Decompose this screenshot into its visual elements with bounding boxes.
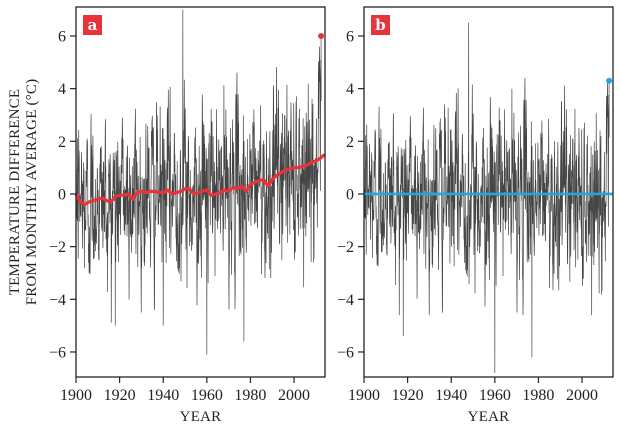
y-tick-label: 4 [346, 81, 354, 98]
y-tick-label: 2 [58, 134, 66, 151]
panel-a-frame [75, 6, 326, 378]
y-tick-label: −2 [49, 239, 66, 256]
panel-b: −6 −4 −2 0 2 4 6 1900 1920 1940 1960 1980 2000 b YE… [337, 6, 614, 425]
x-tick-label: 1960 [191, 387, 223, 404]
y-tick-label: −4 [337, 292, 354, 309]
x-tick-label: 1980 [522, 387, 554, 404]
panel-a-monthly-series [75, 9, 322, 355]
panel-b-frame [363, 6, 614, 378]
panel-b-last-month-dot [606, 77, 613, 84]
panel-a-label-box [83, 15, 102, 35]
x-tick-label: 1940 [435, 387, 467, 404]
y-tick-label: −6 [337, 344, 354, 361]
x-tick-label: 1980 [234, 387, 266, 404]
x-tick-label: 1900 [60, 387, 92, 404]
monthly-series-line [75, 9, 322, 355]
panel-a-y-axis: −6 −4 −2 0 2 4 6 [49, 28, 76, 361]
x-tick-label: 1960 [479, 387, 511, 404]
y-axis-title-line-2: FROM MONTHLY AVERAGE (°C) [24, 79, 40, 306]
y-tick-label: 6 [346, 28, 354, 45]
y-tick-label: 6 [58, 28, 66, 45]
panel-b-x-axis: 1900 1920 1940 1960 1980 2000 [348, 377, 598, 404]
y-axis-title: TEMPERATURE DIFFERENCE FROM MONTHLY AVER… [7, 79, 40, 306]
panel-b-monthly-series [363, 22, 610, 374]
panel-b-label: b [371, 15, 390, 35]
y-tick-label: −6 [49, 344, 66, 361]
panel-a: −6 −4 −2 0 2 4 6 1900 1920 1940 1960 1980 2000 a YE… [49, 6, 326, 425]
y-tick-label: 0 [346, 186, 354, 203]
x-tick-label: 1920 [104, 387, 136, 404]
panel-b-x-axis-title: YEAR [468, 409, 510, 425]
x-tick-label: 2000 [278, 387, 310, 404]
y-axis-title-line-1: TEMPERATURE DIFFERENCE [7, 89, 23, 296]
panel-a-last-month-dot [318, 32, 325, 39]
panel-a-x-axis-title: YEAR [180, 409, 222, 425]
x-tick-label: 1940 [147, 387, 179, 404]
panel-b-label-box [371, 15, 390, 35]
panel-a-label-text: a [88, 16, 98, 34]
panel-b-label-text: b [375, 16, 386, 34]
monthly-series-line [363, 22, 610, 374]
panel-a-trend-line [74, 153, 326, 207]
panel-b-y-axis: −6 −4 −2 0 2 4 6 [337, 28, 364, 361]
y-tick-label: −2 [337, 239, 354, 256]
x-tick-label: 1920 [392, 387, 424, 404]
x-tick-label: 1900 [348, 387, 380, 404]
y-tick-label: 4 [58, 81, 66, 98]
y-tick-label: −4 [49, 292, 66, 309]
x-tick-label: 2000 [566, 387, 598, 404]
panel-a-x-axis: 1900 1920 1940 1960 1980 2000 [60, 377, 310, 404]
y-tick-label: 0 [58, 186, 66, 203]
y-tick-label: 2 [346, 134, 354, 151]
panel-a-label: a [83, 15, 102, 35]
